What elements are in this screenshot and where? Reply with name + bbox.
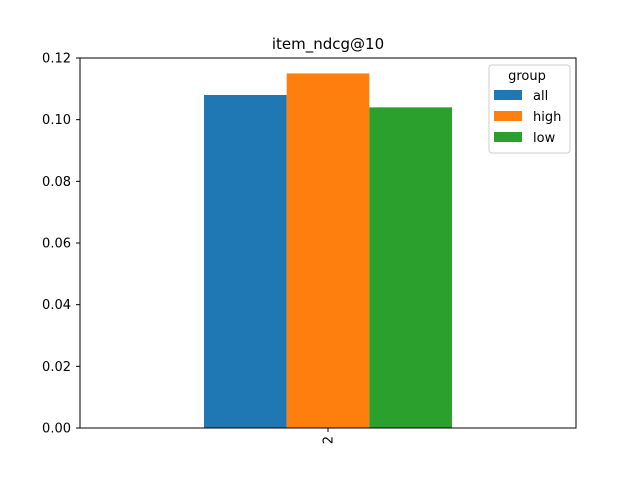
y-tick-label: 0.06 bbox=[42, 237, 71, 252]
y-tick-label: 0.08 bbox=[42, 175, 71, 190]
legend-swatch-all bbox=[494, 90, 522, 100]
bar-high-2 bbox=[286, 73, 370, 429]
y-tick-label: 0.10 bbox=[42, 113, 71, 128]
legend-label-low: low bbox=[533, 131, 556, 146]
legend-swatch-low bbox=[494, 132, 522, 142]
legend-title: group bbox=[508, 69, 546, 84]
legend-label-high: high bbox=[533, 110, 561, 125]
y-tick-label: 0.04 bbox=[42, 298, 71, 313]
bars-layer bbox=[204, 73, 452, 429]
y-axis: 0.00 0.02 0.04 0.06 0.08 0.10 0.12 bbox=[42, 52, 80, 437]
x-tick-label: 2 bbox=[322, 436, 337, 444]
y-tick-label: 0.00 bbox=[42, 422, 71, 437]
y-tick-label: 0.12 bbox=[42, 52, 71, 67]
legend-label-all: all bbox=[533, 89, 548, 104]
legend-box bbox=[488, 64, 571, 154]
bar-low-2 bbox=[369, 107, 452, 428]
legend: group all high low bbox=[488, 64, 571, 154]
legend-swatch-high bbox=[494, 111, 522, 121]
chart-title: item_ndcg@10 bbox=[272, 35, 384, 54]
x-axis: 2 bbox=[322, 428, 337, 444]
bar-all-2 bbox=[204, 95, 287, 428]
y-tick-label: 0.02 bbox=[42, 360, 71, 375]
legend-items: all high low bbox=[494, 89, 561, 146]
